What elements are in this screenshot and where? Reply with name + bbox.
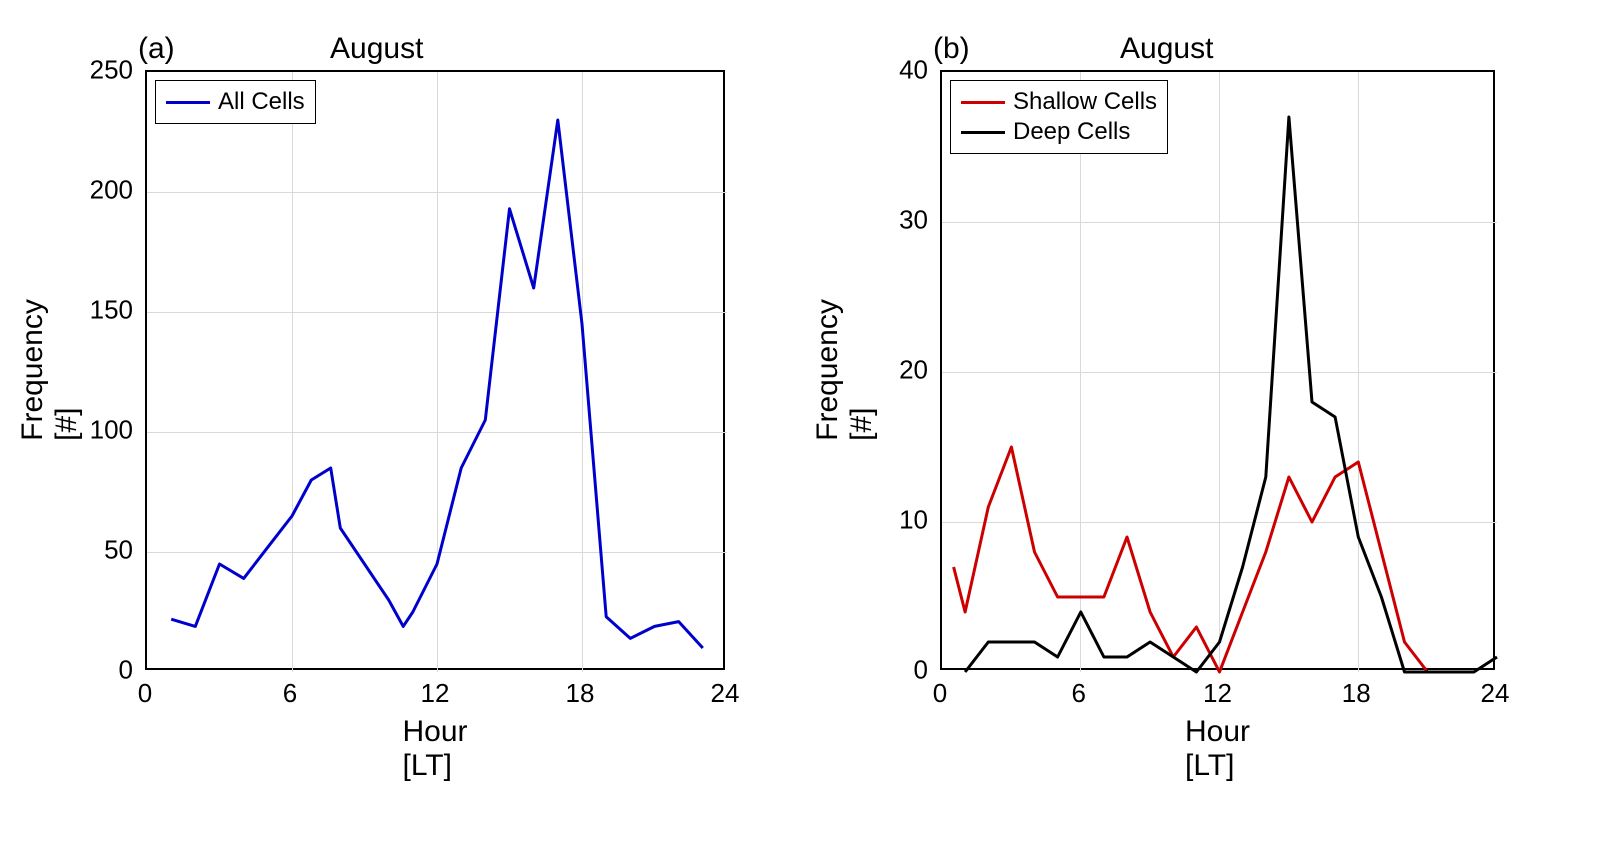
series-svg: [147, 72, 727, 672]
panel-a-plot-area: All Cells: [145, 70, 725, 670]
y-tick-label: 0: [914, 655, 928, 686]
series-line: [171, 120, 703, 648]
y-tick-label: 40: [899, 55, 928, 86]
y-tick-label: 20: [899, 355, 928, 386]
panel-b-plot-area: Shallow CellsDeep Cells: [940, 70, 1495, 670]
series-line: [965, 117, 1497, 672]
panel-b-tag: (b): [933, 32, 970, 66]
y-tick-label: 50: [104, 535, 133, 566]
y-tick-label: 200: [90, 175, 133, 206]
legend-item: All Cells: [166, 87, 305, 117]
legend: Shallow CellsDeep Cells: [950, 80, 1168, 154]
panel-a-tag: (a): [138, 32, 175, 66]
legend-label: Deep Cells: [1013, 118, 1130, 146]
legend-item: Deep Cells: [961, 117, 1157, 147]
legend-item: Shallow Cells: [961, 87, 1157, 117]
x-tick-label: 6: [1072, 678, 1086, 709]
x-tick-label: 24: [1481, 678, 1510, 709]
y-tick-label: 250: [90, 55, 133, 86]
legend-swatch: [961, 131, 1005, 134]
x-tick-label: 0: [933, 678, 947, 709]
x-tick-label: 0: [138, 678, 152, 709]
legend-swatch: [961, 101, 1005, 104]
y-tick-label: 30: [899, 205, 928, 236]
legend: All Cells: [155, 80, 316, 124]
y-tick-label: 10: [899, 505, 928, 536]
y-tick-label: 0: [119, 655, 133, 686]
x-tick-label: 18: [1342, 678, 1371, 709]
legend-label: Shallow Cells: [1013, 88, 1157, 116]
panel-b-xlabel: Hour [LT]: [1185, 715, 1250, 783]
x-tick-label: 12: [1203, 678, 1232, 709]
x-tick-label: 6: [283, 678, 297, 709]
panel-a-xlabel: Hour [LT]: [402, 715, 467, 783]
series-line: [954, 447, 1428, 672]
y-tick-label: 100: [90, 415, 133, 446]
x-tick-label: 24: [711, 678, 740, 709]
figure: (a) August 7th All Cells Hour [LT] Frequ…: [0, 0, 1599, 850]
x-tick-label: 18: [566, 678, 595, 709]
y-tick-label: 150: [90, 295, 133, 326]
x-tick-label: 12: [421, 678, 450, 709]
legend-swatch: [166, 101, 210, 104]
series-svg: [942, 72, 1497, 672]
legend-label: All Cells: [218, 88, 305, 116]
panel-b-ylabel: Frequency [#]: [811, 299, 879, 441]
panel-a-ylabel: Frequency [#]: [16, 299, 84, 441]
